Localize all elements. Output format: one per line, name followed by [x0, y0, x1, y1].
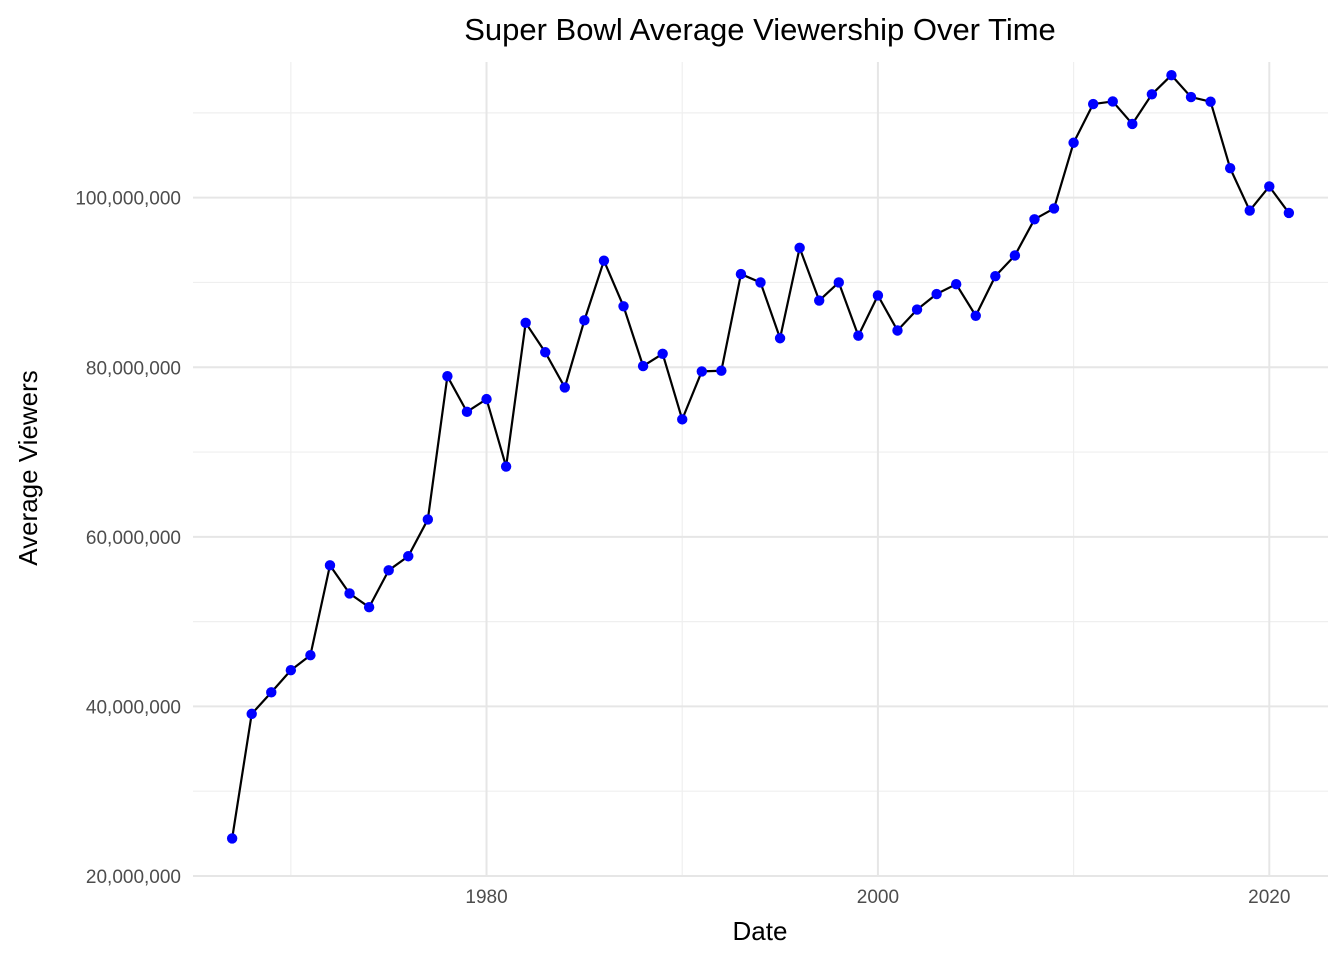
data-point — [1087, 98, 1099, 110]
data-point — [461, 406, 473, 418]
data-point — [246, 708, 257, 720]
y-axis-title: Average Viewers — [13, 370, 43, 566]
data-point — [970, 310, 981, 321]
data-point — [1205, 96, 1216, 107]
data-point — [540, 347, 551, 358]
data-point — [892, 325, 903, 336]
data-point — [442, 371, 453, 382]
data-point — [579, 315, 590, 326]
data-point — [1107, 96, 1118, 107]
data-point — [520, 317, 531, 329]
data-point — [226, 833, 238, 844]
data-point — [1146, 89, 1158, 100]
x-tick-label: 1980 — [465, 887, 507, 908]
data-point — [618, 301, 629, 312]
data-point — [677, 414, 688, 425]
data-point — [853, 330, 864, 341]
data-point — [383, 565, 394, 576]
data-point — [657, 348, 668, 359]
data-points — [226, 70, 1295, 844]
data-point — [1185, 91, 1197, 103]
data-point — [755, 277, 766, 288]
data-point — [990, 270, 1001, 282]
data-point — [266, 687, 277, 698]
y-tick-label: 20,000,000 — [86, 867, 181, 888]
data-point — [305, 650, 316, 661]
y-tick-label: 40,000,000 — [86, 697, 181, 718]
data-point — [1166, 70, 1177, 81]
data-point — [559, 382, 571, 393]
data-point — [872, 290, 884, 301]
data-point — [637, 360, 649, 372]
data-point — [735, 268, 747, 280]
data-point — [403, 551, 414, 562]
data-point — [1029, 214, 1040, 225]
y-tick-label: 60,000,000 — [86, 528, 181, 549]
data-point — [696, 366, 707, 377]
data-point — [716, 365, 727, 376]
minor-gridlines — [193, 62, 1328, 876]
data-point — [833, 277, 844, 288]
data-point — [598, 255, 610, 266]
data-point — [1048, 203, 1060, 214]
x-axis-title: Date — [733, 916, 788, 946]
data-point — [814, 295, 825, 306]
major-gridlines — [193, 62, 1328, 877]
y-tick-label: 80,000,000 — [86, 358, 181, 379]
x-tick-label: 2020 — [1248, 887, 1290, 908]
series-line — [231, 74, 1290, 839]
y-axis-ticks: 20,000,000 40,000,000 60,000,000 80,000,000… — [75, 189, 181, 888]
data-point — [1244, 205, 1255, 216]
y-tick-label: 100,000,000 — [75, 189, 181, 210]
data-point — [911, 304, 923, 315]
chart-title: Super Bowl Average Viewership Over Time — [464, 12, 1056, 47]
data-point — [1127, 118, 1138, 130]
data-point — [1009, 250, 1021, 261]
data-point — [1283, 207, 1295, 219]
data-point — [1224, 163, 1236, 174]
data-point — [500, 461, 512, 472]
data-point — [285, 665, 297, 676]
data-point — [324, 560, 336, 571]
x-axis-ticks: 1980 2000 2020 — [465, 887, 1290, 908]
data-point — [931, 288, 942, 300]
data-point — [774, 333, 786, 344]
data-point — [422, 514, 434, 525]
x-tick-label: 2000 — [857, 887, 899, 908]
data-point — [794, 242, 805, 254]
data-point — [363, 602, 375, 613]
data-point — [481, 393, 492, 405]
data-point — [1264, 181, 1275, 192]
series-viewership — [231, 74, 1290, 839]
data-point — [1068, 137, 1079, 148]
data-point — [950, 278, 962, 290]
data-point — [344, 588, 355, 599]
